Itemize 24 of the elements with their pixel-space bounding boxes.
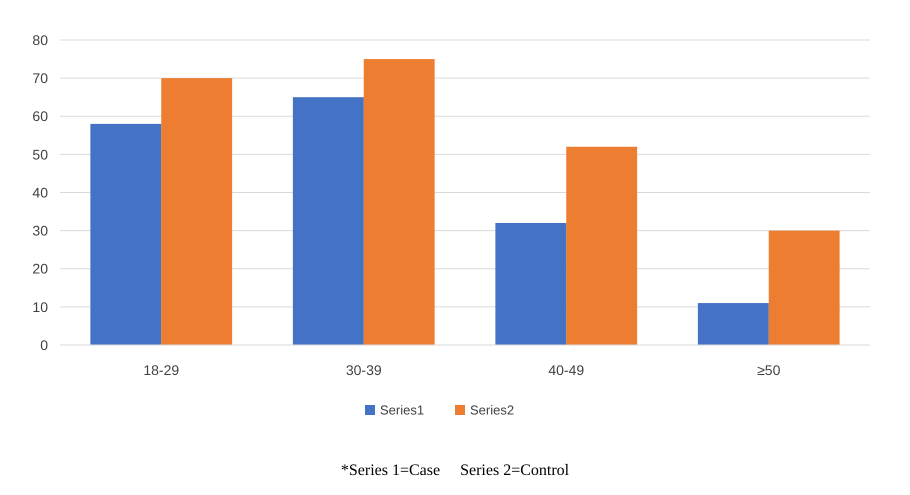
y-tick-label: 10 [32,298,48,315]
legend-label: Series2 [470,402,514,418]
legend-label: Series1 [380,402,424,418]
bar [698,303,769,345]
y-tick-label: 70 [32,70,48,86]
text: *Series 1=Case Series 2=Control [340,462,570,479]
bar [566,146,638,345]
x-tick-label: ≥50 [757,362,781,378]
y-tick-label: 20 [32,260,48,277]
bar [90,124,162,345]
bar [768,230,840,345]
x-tick-label: 18-29 [143,362,180,378]
x-tick-label: 40-49 [548,362,584,378]
bar [292,97,364,345]
bar [364,59,435,345]
x-tick-label: 30-39 [346,362,382,378]
bar [495,223,566,345]
y-tick-label: 30 [32,222,48,239]
y-tick-label: 40 [32,184,48,200]
bar [161,78,232,345]
y-tick-label: 60 [32,108,48,124]
y-tick-label: 80 [32,32,48,48]
y-tick-label: 0 [40,336,48,353]
y-tick-label: 50 [32,146,48,162]
